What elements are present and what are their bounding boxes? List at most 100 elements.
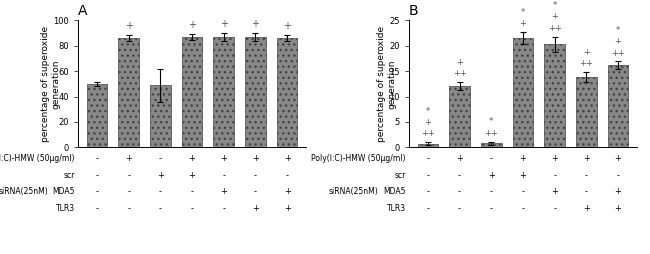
Text: -: - xyxy=(222,171,226,180)
Text: *: * xyxy=(521,8,525,17)
Text: -: - xyxy=(521,204,525,213)
Text: +: + xyxy=(456,58,463,67)
Text: ++: ++ xyxy=(421,130,435,138)
Text: ++: ++ xyxy=(579,59,593,68)
Text: ++: ++ xyxy=(611,49,625,58)
Bar xyxy=(213,37,234,147)
Text: -: - xyxy=(489,154,493,163)
Text: +: + xyxy=(519,19,526,28)
Text: +: + xyxy=(252,154,259,163)
Text: +: + xyxy=(220,154,228,163)
Text: +: + xyxy=(424,118,432,127)
Text: -: - xyxy=(96,171,99,180)
Text: -: - xyxy=(159,154,162,163)
Text: -: - xyxy=(553,204,556,213)
Text: ++: ++ xyxy=(452,70,467,78)
Text: -: - xyxy=(585,171,588,180)
Text: +: + xyxy=(614,37,621,46)
Bar xyxy=(277,38,298,147)
Text: -: - xyxy=(96,204,99,213)
Text: -: - xyxy=(254,187,257,196)
Bar xyxy=(86,84,107,147)
Text: -: - xyxy=(458,187,461,196)
Text: *: * xyxy=(426,107,430,116)
Text: MDA5: MDA5 xyxy=(383,187,406,196)
Text: +: + xyxy=(220,19,228,29)
Text: scr: scr xyxy=(395,171,406,180)
Text: -: - xyxy=(553,171,556,180)
Bar xyxy=(513,38,533,147)
Text: +: + xyxy=(188,20,196,30)
Text: -: - xyxy=(285,171,289,180)
Text: -: - xyxy=(127,171,130,180)
Text: Poly(I:C)-HMW (50μg/ml): Poly(I:C)-HMW (50μg/ml) xyxy=(0,154,75,163)
Text: -: - xyxy=(616,171,619,180)
Text: +: + xyxy=(614,187,621,196)
Text: +: + xyxy=(252,19,259,29)
Text: +: + xyxy=(125,154,132,163)
Text: -: - xyxy=(521,187,525,196)
Text: +: + xyxy=(519,171,526,180)
Text: -: - xyxy=(159,204,162,213)
Text: -: - xyxy=(127,187,130,196)
Text: -: - xyxy=(96,187,99,196)
Text: -: - xyxy=(127,204,130,213)
Text: TLR3: TLR3 xyxy=(387,204,406,213)
Bar xyxy=(245,37,266,147)
Text: -: - xyxy=(96,154,99,163)
Y-axis label: percentage of superoxide
generation: percentage of superoxide generation xyxy=(41,26,60,142)
Text: MDA5: MDA5 xyxy=(53,187,75,196)
Text: +: + xyxy=(157,171,164,180)
Text: +: + xyxy=(283,154,291,163)
Text: +: + xyxy=(283,204,291,213)
Text: B: B xyxy=(409,4,419,18)
Text: +: + xyxy=(220,187,228,196)
Text: A: A xyxy=(78,4,88,18)
Text: +: + xyxy=(488,171,495,180)
Text: *: * xyxy=(552,1,557,10)
Bar xyxy=(417,144,438,147)
Y-axis label: percentage of superoxide
generation: percentage of superoxide generation xyxy=(377,26,396,142)
Text: +: + xyxy=(583,204,590,213)
Text: +: + xyxy=(125,21,133,31)
Text: -: - xyxy=(159,187,162,196)
Bar xyxy=(449,86,470,147)
Text: +: + xyxy=(551,187,558,196)
Text: *: * xyxy=(489,118,493,126)
Text: +: + xyxy=(252,204,259,213)
Text: +: + xyxy=(551,154,558,163)
Text: +: + xyxy=(456,154,463,163)
Text: -: - xyxy=(190,187,194,196)
Text: siRNA(25nM): siRNA(25nM) xyxy=(0,187,48,196)
Text: -: - xyxy=(489,187,493,196)
Text: -: - xyxy=(585,187,588,196)
Bar xyxy=(481,143,502,147)
Text: +: + xyxy=(188,154,196,163)
Text: -: - xyxy=(426,187,430,196)
Text: siRNA(25nM): siRNA(25nM) xyxy=(329,187,379,196)
Text: +: + xyxy=(551,12,558,21)
Text: *: * xyxy=(616,26,620,35)
Text: +: + xyxy=(283,21,291,31)
Bar xyxy=(118,38,139,147)
Text: -: - xyxy=(254,171,257,180)
Text: +: + xyxy=(614,204,621,213)
Text: +: + xyxy=(519,154,526,163)
Text: +: + xyxy=(614,154,621,163)
Bar xyxy=(150,85,171,147)
Text: -: - xyxy=(426,204,430,213)
Bar xyxy=(608,65,629,147)
Text: ++: ++ xyxy=(548,24,562,33)
Text: -: - xyxy=(458,204,461,213)
Text: -: - xyxy=(426,171,430,180)
Bar xyxy=(576,77,597,147)
Text: -: - xyxy=(222,204,226,213)
Text: -: - xyxy=(458,171,461,180)
Text: +: + xyxy=(188,171,196,180)
Text: TLR3: TLR3 xyxy=(56,204,75,213)
Text: -: - xyxy=(489,204,493,213)
Text: -: - xyxy=(190,204,194,213)
Text: ++: ++ xyxy=(484,129,498,138)
Bar xyxy=(182,37,202,147)
Text: -: - xyxy=(426,154,430,163)
